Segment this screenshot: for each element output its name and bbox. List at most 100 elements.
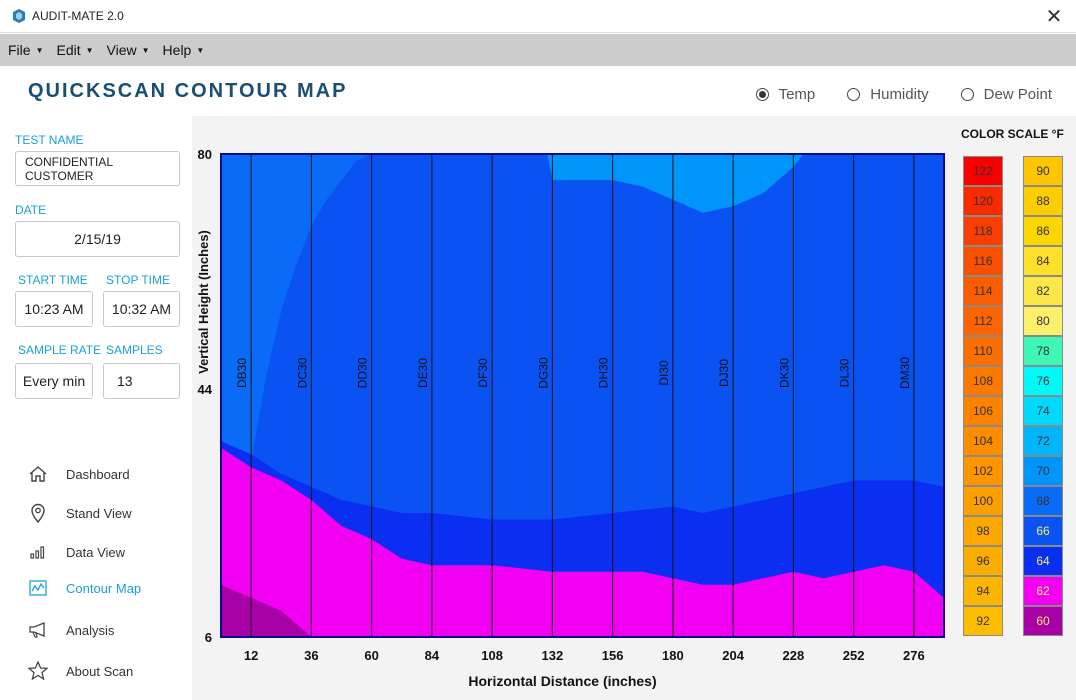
- color-scale-swatch: 106: [963, 396, 1003, 426]
- title-bar: AUDIT-MATE 2.0 ✕: [0, 0, 1076, 33]
- menu-view[interactable]: View ▼: [106, 42, 150, 58]
- start-time-field[interactable]: 10:23 AM: [15, 291, 93, 327]
- samples-field[interactable]: 13: [103, 363, 180, 399]
- star-icon: [26, 660, 50, 682]
- mode-dew-point-radio[interactable]: Dew Point: [960, 86, 1052, 103]
- x-axis-label: Horizontal Distance (inches): [468, 673, 656, 689]
- color-scale-swatch: 116: [963, 246, 1003, 276]
- y-tick-label: 80: [198, 147, 212, 162]
- test-name-label: TEST NAME: [15, 133, 84, 147]
- color-scale-swatch: 88: [1023, 186, 1063, 216]
- caret-down-icon: ▼: [196, 45, 205, 55]
- window-title: AUDIT-MATE 2.0: [32, 9, 124, 23]
- megaphone-icon: [26, 619, 50, 641]
- color-scale-title: COLOR SCALE °F: [961, 127, 1064, 141]
- line-chart-icon: [26, 577, 50, 599]
- sensor-label: DG30: [536, 357, 550, 389]
- contour-region-60: [221, 584, 312, 637]
- nav-data-view[interactable]: Data View: [26, 541, 125, 563]
- menu-file[interactable]: File ▼: [8, 42, 44, 58]
- x-tick-label: 276: [903, 648, 925, 663]
- contour-layers: DB30 DC30 DD30 DE30 DF30 DG30 DH30 DI30 DJ30 DK30…: [221, 154, 944, 637]
- sensor-label: DJ30: [717, 359, 731, 387]
- sensor-label: DC30: [295, 357, 309, 388]
- nav-contour-map[interactable]: Contour Map: [26, 577, 141, 599]
- nav-analysis[interactable]: Analysis: [26, 619, 114, 641]
- x-tick-label: 36: [304, 648, 318, 663]
- y-tick-label: 44: [198, 382, 213, 397]
- chart-panel: DB30 DC30 DD30 DE30 DF30 DG30 DH30 DI30 DJ30 DK30…: [192, 116, 1076, 700]
- contour-region-62: [221, 447, 944, 637]
- test-name-field[interactable]: CONFIDENTIAL CUSTOMER: [15, 151, 180, 186]
- menu-bar: File ▼ Edit ▼ View ▼ Help ▼: [0, 34, 1076, 66]
- sample-rate-field[interactable]: Every min: [15, 363, 93, 399]
- close-button[interactable]: ✕: [1032, 0, 1076, 33]
- sensor-label: DF30: [476, 358, 490, 388]
- stop-time-label: STOP TIME: [106, 273, 171, 287]
- sample-rate-label: SAMPLE RATE: [18, 343, 102, 357]
- color-scale-swatch: 62: [1023, 576, 1063, 606]
- color-scale-swatch: 86: [1023, 216, 1063, 246]
- color-scale-swatch: 72: [1023, 426, 1063, 456]
- color-scale-swatch: 60: [1023, 606, 1063, 636]
- page-title: QUICKSCAN CONTOUR MAP: [28, 80, 348, 102]
- color-scale-swatch: 78: [1023, 336, 1063, 366]
- color-scale-swatch: 68: [1023, 486, 1063, 516]
- menu-help[interactable]: Help ▼: [162, 42, 205, 58]
- color-scale-swatch: 92: [963, 606, 1003, 636]
- color-scale-swatch: 108: [963, 366, 1003, 396]
- color-scale-swatch: 112: [963, 306, 1003, 336]
- sensor-label: DD30: [356, 357, 370, 388]
- color-scale-swatch: 104: [963, 426, 1003, 456]
- mode-temp-radio[interactable]: Temp: [755, 86, 815, 103]
- sensor-label: DK30: [777, 358, 791, 388]
- home-icon: [26, 463, 50, 485]
- contour-region-70: [547, 154, 804, 213]
- color-scale-swatch: 66: [1023, 516, 1063, 546]
- color-scale-swatch: 114: [963, 276, 1003, 306]
- sensor-label: DE30: [416, 358, 430, 388]
- x-tick-label: 180: [662, 648, 684, 663]
- color-scale-swatch: 98: [963, 516, 1003, 546]
- x-tick-label: 60: [364, 648, 378, 663]
- app-logo-icon: [13, 9, 25, 23]
- y-axis-label: Vertical Height (Inches): [196, 230, 211, 374]
- caret-down-icon: ▼: [35, 45, 44, 55]
- color-scale-swatch: 122: [963, 156, 1003, 186]
- stop-time-field[interactable]: 10:32 AM: [103, 291, 180, 327]
- x-tick-label: 84: [425, 648, 440, 663]
- color-scale-swatch: 94: [963, 576, 1003, 606]
- sensor-label: DL30: [838, 358, 852, 387]
- nav-dashboard[interactable]: Dashboard: [26, 463, 130, 485]
- close-icon: ✕: [1045, 6, 1063, 28]
- color-scale-swatch: 96: [963, 546, 1003, 576]
- color-scale-swatch: 82: [1023, 276, 1063, 306]
- x-tick-label: 156: [602, 648, 624, 663]
- location-pin-icon: [26, 502, 50, 524]
- color-scale-swatch: 100: [963, 486, 1003, 516]
- bar-chart-icon: [26, 541, 50, 563]
- measurement-mode-group: Temp Humidity Dew Point: [755, 86, 1052, 103]
- x-tick-label: 228: [783, 648, 805, 663]
- caret-down-icon: ▼: [141, 45, 150, 55]
- x-tick-label: 204: [722, 648, 744, 663]
- x-tick-label: 252: [843, 648, 865, 663]
- menu-edit[interactable]: Edit ▼: [56, 42, 94, 58]
- date-label: DATE: [15, 203, 47, 217]
- nav-about-scan[interactable]: About Scan: [26, 660, 133, 682]
- color-scale-swatch: 64: [1023, 546, 1063, 576]
- sensor-label: DM30: [898, 357, 912, 389]
- color-scale-swatch: 84: [1023, 246, 1063, 276]
- color-scale-swatch: 120: [963, 186, 1003, 216]
- color-scale-swatch: 110: [963, 336, 1003, 366]
- color-scale-swatch: 118: [963, 216, 1003, 246]
- mode-humidity-radio[interactable]: Humidity: [847, 86, 929, 103]
- plot-border: [220, 153, 945, 638]
- color-scale-swatch: 80: [1023, 306, 1063, 336]
- caret-down-icon: ▼: [85, 45, 94, 55]
- date-field[interactable]: 2/15/19: [15, 221, 180, 257]
- y-tick-label: 6: [205, 630, 212, 645]
- x-tick-label: 108: [481, 648, 503, 663]
- nav-stand-view[interactable]: Stand View: [26, 502, 132, 524]
- radio-unselected-icon: [847, 88, 861, 101]
